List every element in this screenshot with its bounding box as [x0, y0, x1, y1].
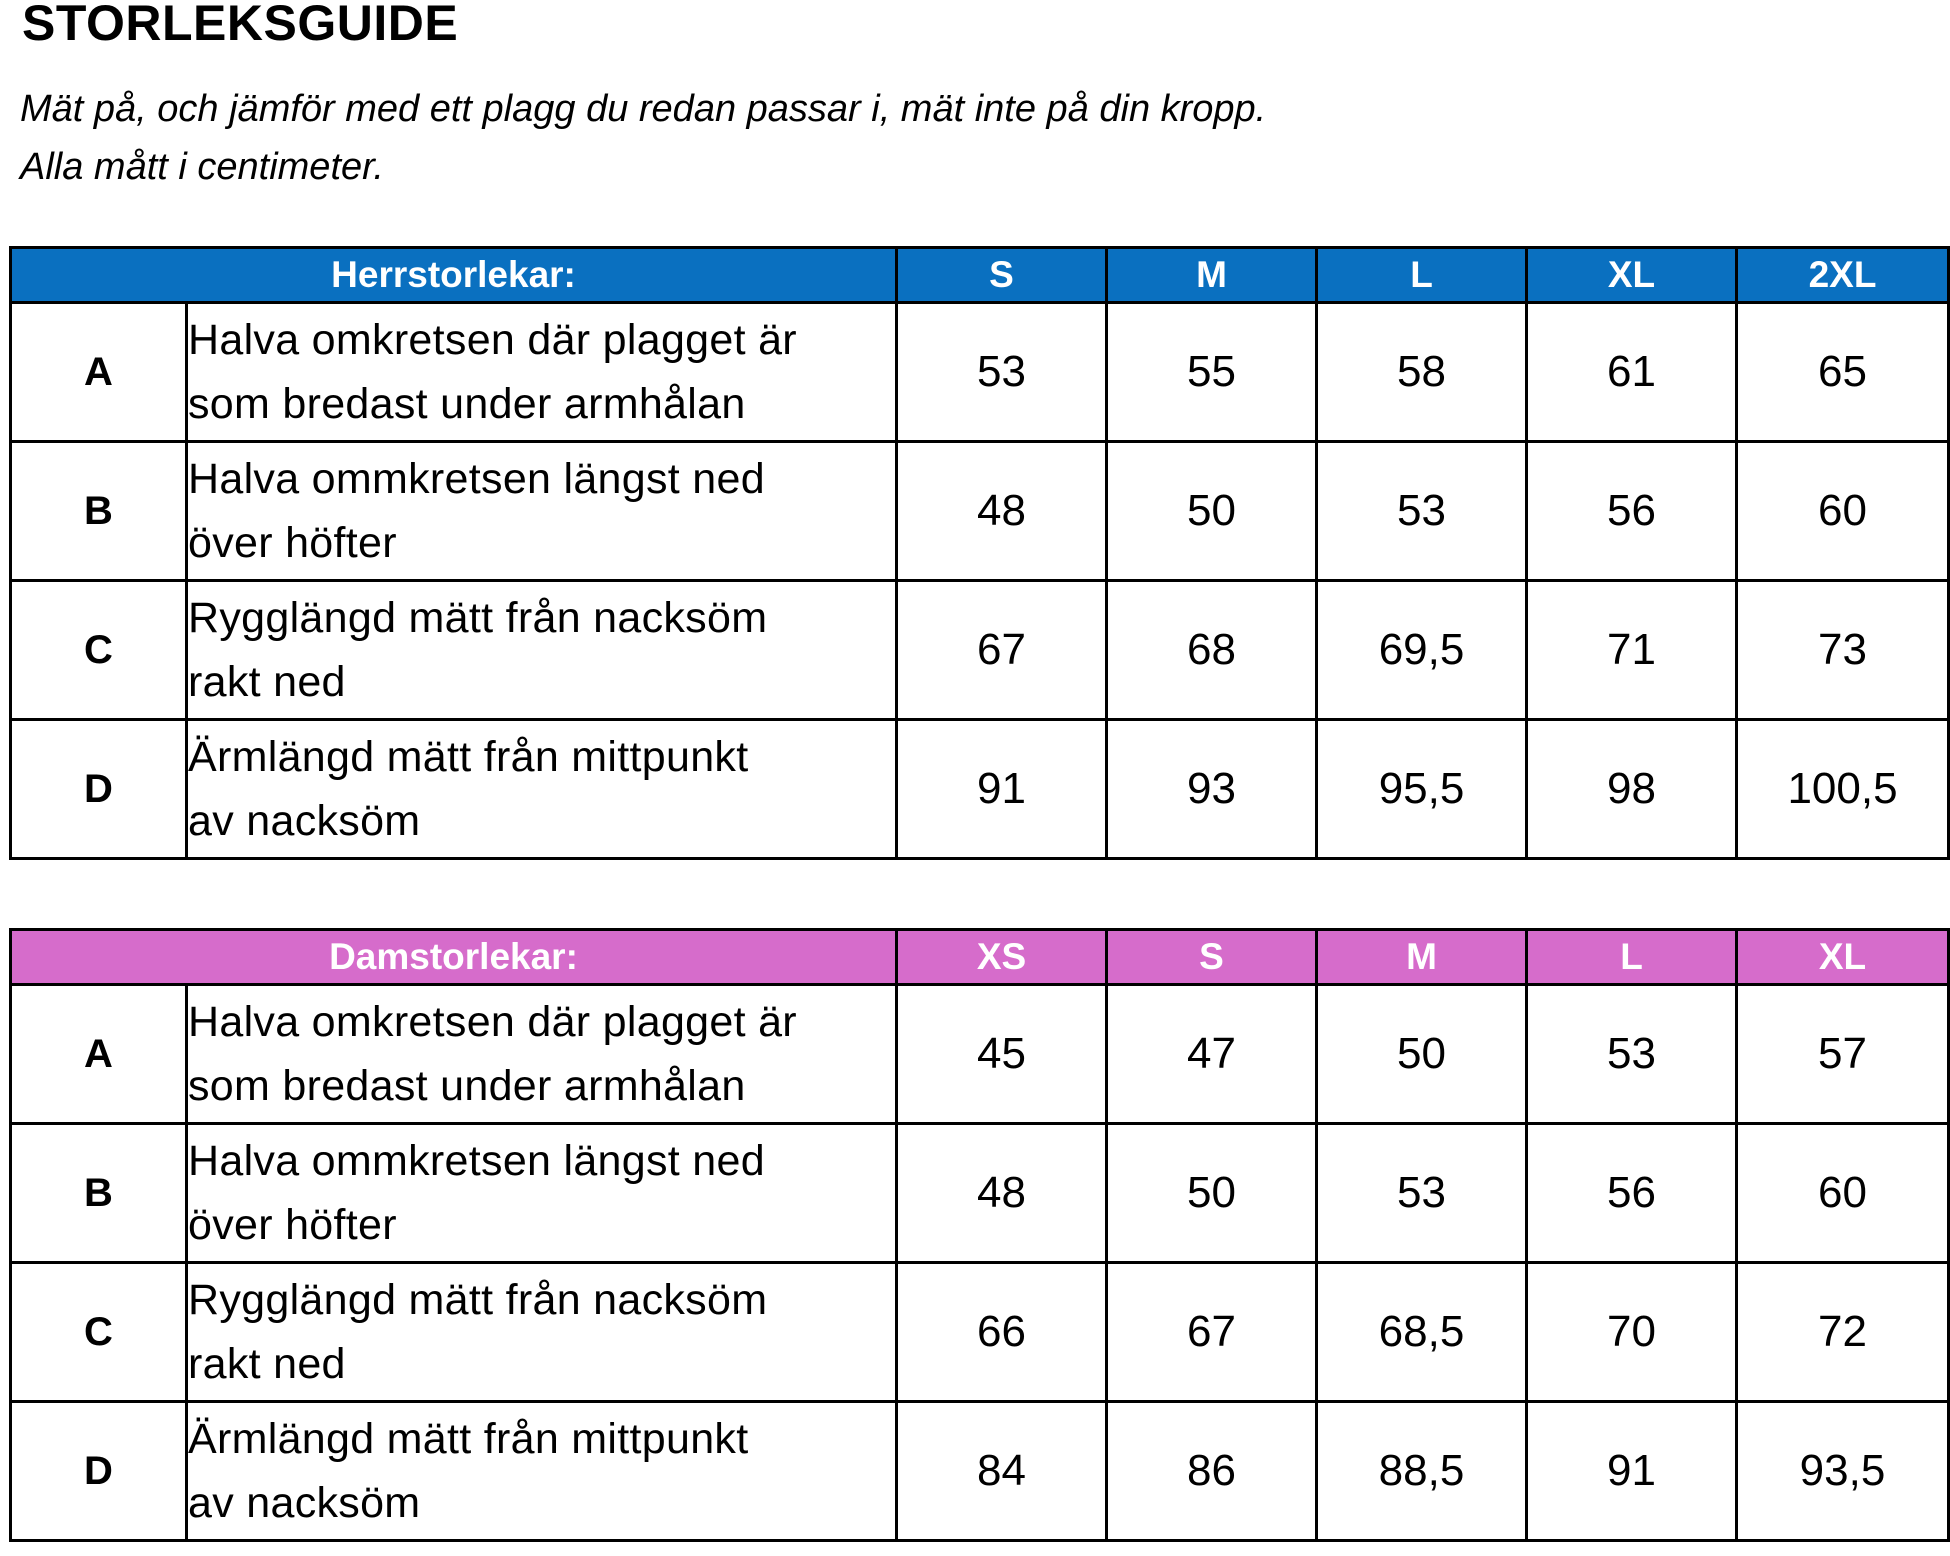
men-size-header: L: [1315, 246, 1529, 304]
row-description: Halva ommkretsen längst ned över höfter: [184, 440, 899, 582]
measurement-value: 95,5: [1315, 718, 1529, 860]
measurement-value: 53: [1315, 1122, 1528, 1264]
measurement-value: 53: [1525, 983, 1738, 1125]
measurement-value: 47: [1105, 983, 1318, 1125]
men-row-a: A Halva omkretsen där plagget är som bred…: [9, 301, 1950, 443]
row-letter: C: [9, 1261, 188, 1403]
men-size-header: M: [1105, 246, 1319, 304]
measurement-value: 71: [1525, 579, 1739, 721]
measurement-value: 50: [1105, 1122, 1318, 1264]
measurement-value: 88,5: [1315, 1400, 1528, 1542]
measurement-value: 70: [1525, 1261, 1738, 1403]
row-letter: B: [9, 1122, 188, 1264]
women-row-b: B Halva ommkretsen längst ned över höfter…: [9, 1122, 1950, 1264]
row-letter: A: [9, 983, 188, 1125]
men-size-table: Herrstorlekar: S M L XL 2XL A Halva omkr…: [8, 246, 1950, 860]
women-row-a: A Halva omkretsen där plagget är som bred…: [9, 983, 1950, 1125]
women-size-header: XS: [895, 928, 1108, 986]
row-letter: B: [9, 440, 188, 582]
men-size-header: XL: [1525, 246, 1739, 304]
measurement-value: 100,5: [1735, 718, 1950, 860]
women-header-row: Damstorlekar: XS S M L XL: [9, 928, 1950, 986]
measurement-value: 66: [895, 1261, 1108, 1403]
measurement-value: 53: [1315, 440, 1529, 582]
men-row-b: B Halva ommkretsen längst ned över höfter…: [9, 440, 1950, 582]
men-size-header: S: [895, 246, 1109, 304]
men-heading: Herrstorlekar:: [8, 246, 899, 304]
women-row-d: D Ärmlängd mätt från mittpunkt av nacksöm…: [9, 1400, 1950, 1542]
measurement-value: 58: [1315, 301, 1529, 443]
measurement-value: 60: [1735, 440, 1950, 582]
measurement-value: 56: [1525, 1122, 1738, 1264]
measurement-value: 72: [1735, 1261, 1950, 1403]
row-description: Halva omkretsen där plagget är som bredas…: [185, 983, 898, 1125]
men-row-c: C Rygglängd mätt från nacksöm rakt ned 67…: [9, 579, 1950, 721]
row-description: Ärmlängd mätt från mittpunkt av nacksöm: [185, 1400, 898, 1542]
measurement-value: 68,5: [1315, 1261, 1528, 1403]
measurement-value: 50: [1105, 440, 1319, 582]
row-letter: A: [9, 301, 188, 443]
measurement-value: 56: [1525, 440, 1739, 582]
men-size-header: 2XL: [1735, 246, 1950, 304]
instruction-note: Mät på, och jämför med ett plagg du reda…: [20, 88, 1267, 130]
page-title: STORLEKSGUIDE: [22, 0, 459, 51]
measurement-value: 65: [1735, 301, 1950, 443]
measurement-value: 86: [1105, 1400, 1318, 1542]
row-letter: C: [9, 579, 188, 721]
measurement-value: 50: [1315, 983, 1528, 1125]
measurement-value: 48: [895, 1122, 1108, 1264]
measurement-value: 48: [895, 440, 1109, 582]
measurement-value: 55: [1105, 301, 1319, 443]
measurement-value: 57: [1735, 983, 1950, 1125]
women-size-header: XL: [1735, 928, 1950, 986]
measurement-value: 91: [1525, 1400, 1738, 1542]
men-row-d: D Ärmlängd mätt från mittpunkt av nacksöm…: [9, 718, 1950, 860]
measurement-value: 67: [1105, 1261, 1318, 1403]
row-description: Halva omkretsen där plagget är som bredas…: [184, 301, 899, 443]
measurement-value: 84: [895, 1400, 1108, 1542]
measurement-value: 91: [895, 718, 1109, 860]
row-letter: D: [9, 718, 188, 860]
measurement-value: 61: [1525, 301, 1739, 443]
measurement-value: 45: [895, 983, 1108, 1125]
measurement-value: 69,5: [1315, 579, 1529, 721]
women-size-header: M: [1315, 928, 1528, 986]
men-header-row: Herrstorlekar: S M L XL 2XL: [8, 246, 1950, 304]
women-size-header: L: [1525, 928, 1738, 986]
row-description: Rygglängd mätt från nacksöm rakt ned: [184, 579, 899, 721]
row-description: Rygglängd mätt från nacksöm rakt ned: [185, 1261, 898, 1403]
measurement-value: 93: [1105, 718, 1319, 860]
measurement-value: 98: [1525, 718, 1739, 860]
women-row-c: C Rygglängd mätt från nacksöm rakt ned 66…: [9, 1261, 1950, 1403]
row-description: Ärmlängd mätt från mittpunkt av nacksöm: [184, 718, 899, 860]
measurement-value: 53: [895, 301, 1109, 443]
measurement-value: 67: [895, 579, 1109, 721]
women-size-header: S: [1105, 928, 1318, 986]
measurement-value: 93,5: [1735, 1400, 1950, 1542]
measurement-value: 68: [1105, 579, 1319, 721]
measurement-value: 73: [1735, 579, 1950, 721]
row-letter: D: [9, 1400, 188, 1542]
units-note: Alla mått i centimeter.: [20, 146, 384, 188]
women-size-table: Damstorlekar: XS S M L XL A Halva omkret…: [9, 928, 1950, 1542]
measurement-value: 60: [1735, 1122, 1950, 1264]
row-description: Halva ommkretsen längst ned över höfter: [185, 1122, 898, 1264]
women-heading: Damstorlekar:: [9, 928, 898, 986]
